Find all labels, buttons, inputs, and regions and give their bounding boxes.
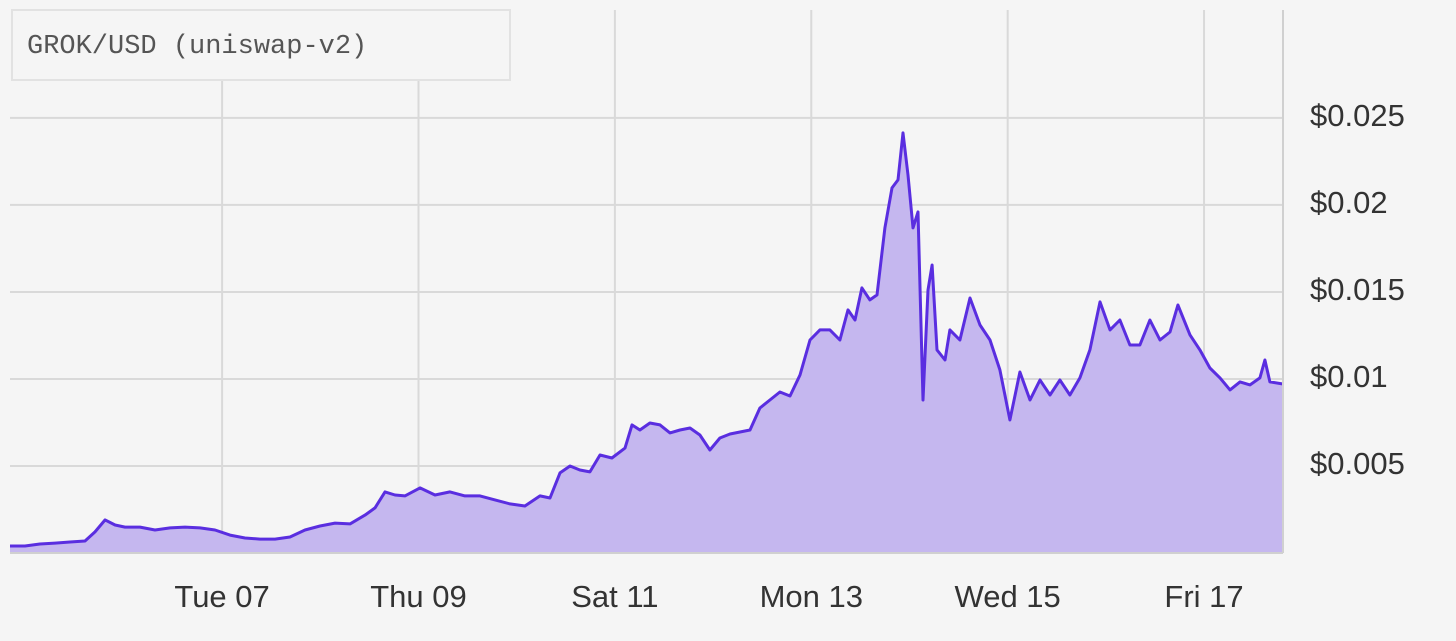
x-tick-label: Thu 09	[370, 579, 467, 614]
x-tick-label: Mon 13	[760, 579, 863, 614]
price-line	[10, 131, 1284, 548]
y-tick-label: $0.015	[1310, 272, 1405, 307]
y-tick-label: $0.005	[1310, 446, 1405, 481]
x-tick-label: Fri 17	[1164, 579, 1243, 614]
y-tick-label: $0.02	[1310, 185, 1388, 220]
x-tick-label: Sat 11	[571, 579, 658, 614]
x-tick-label: Wed 15	[955, 579, 1061, 614]
y-tick-label: $0.01	[1310, 359, 1388, 394]
title-box	[11, 9, 511, 81]
y-tick-label: $0.025	[1310, 98, 1405, 133]
chart-title: GROK/USD (uniswap-v2)	[27, 32, 367, 62]
area	[10, 132, 1283, 553]
x-tick-label: Tue 07	[174, 579, 269, 614]
